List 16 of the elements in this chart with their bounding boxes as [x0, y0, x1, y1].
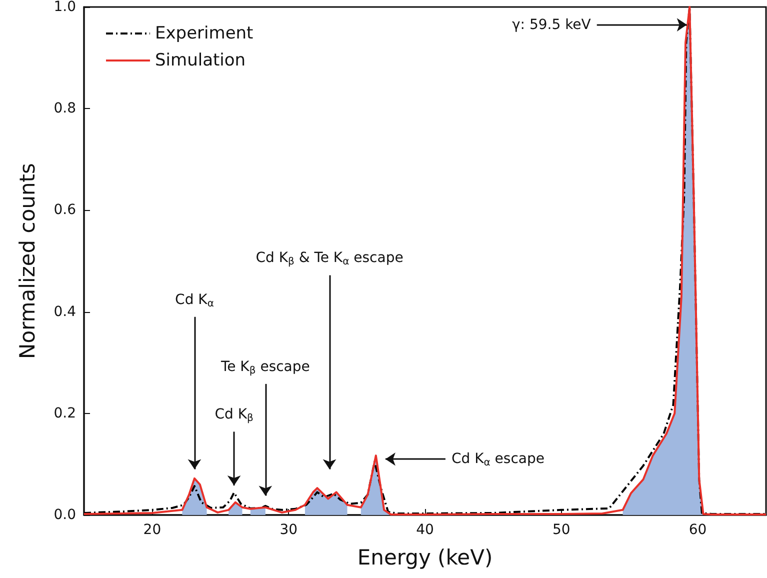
x-tick-label: 20	[143, 522, 162, 538]
y-tick-label: 0.0	[54, 507, 76, 523]
y-tick-label: 0.2	[54, 405, 76, 422]
y-tick-label: 1.0	[54, 0, 76, 15]
legend-label: Simulation	[155, 50, 246, 70]
x-tick-label: 60	[688, 522, 707, 538]
y-tick-label: 0.8	[54, 100, 76, 117]
y-axis-title: Normalized counts	[16, 163, 40, 359]
y-tick-label: 0.6	[54, 202, 76, 218]
x-tick-label: 50	[552, 522, 570, 538]
legend-label: Experiment	[155, 24, 254, 44]
annotation: γ: 59.5 keV	[512, 16, 592, 33]
x-tick-label: 30	[280, 522, 298, 538]
y-tick-label: 0.4	[54, 304, 76, 320]
x-tick-label: 40	[416, 522, 434, 538]
x-axis-title: Energy (keV)	[357, 546, 493, 570]
